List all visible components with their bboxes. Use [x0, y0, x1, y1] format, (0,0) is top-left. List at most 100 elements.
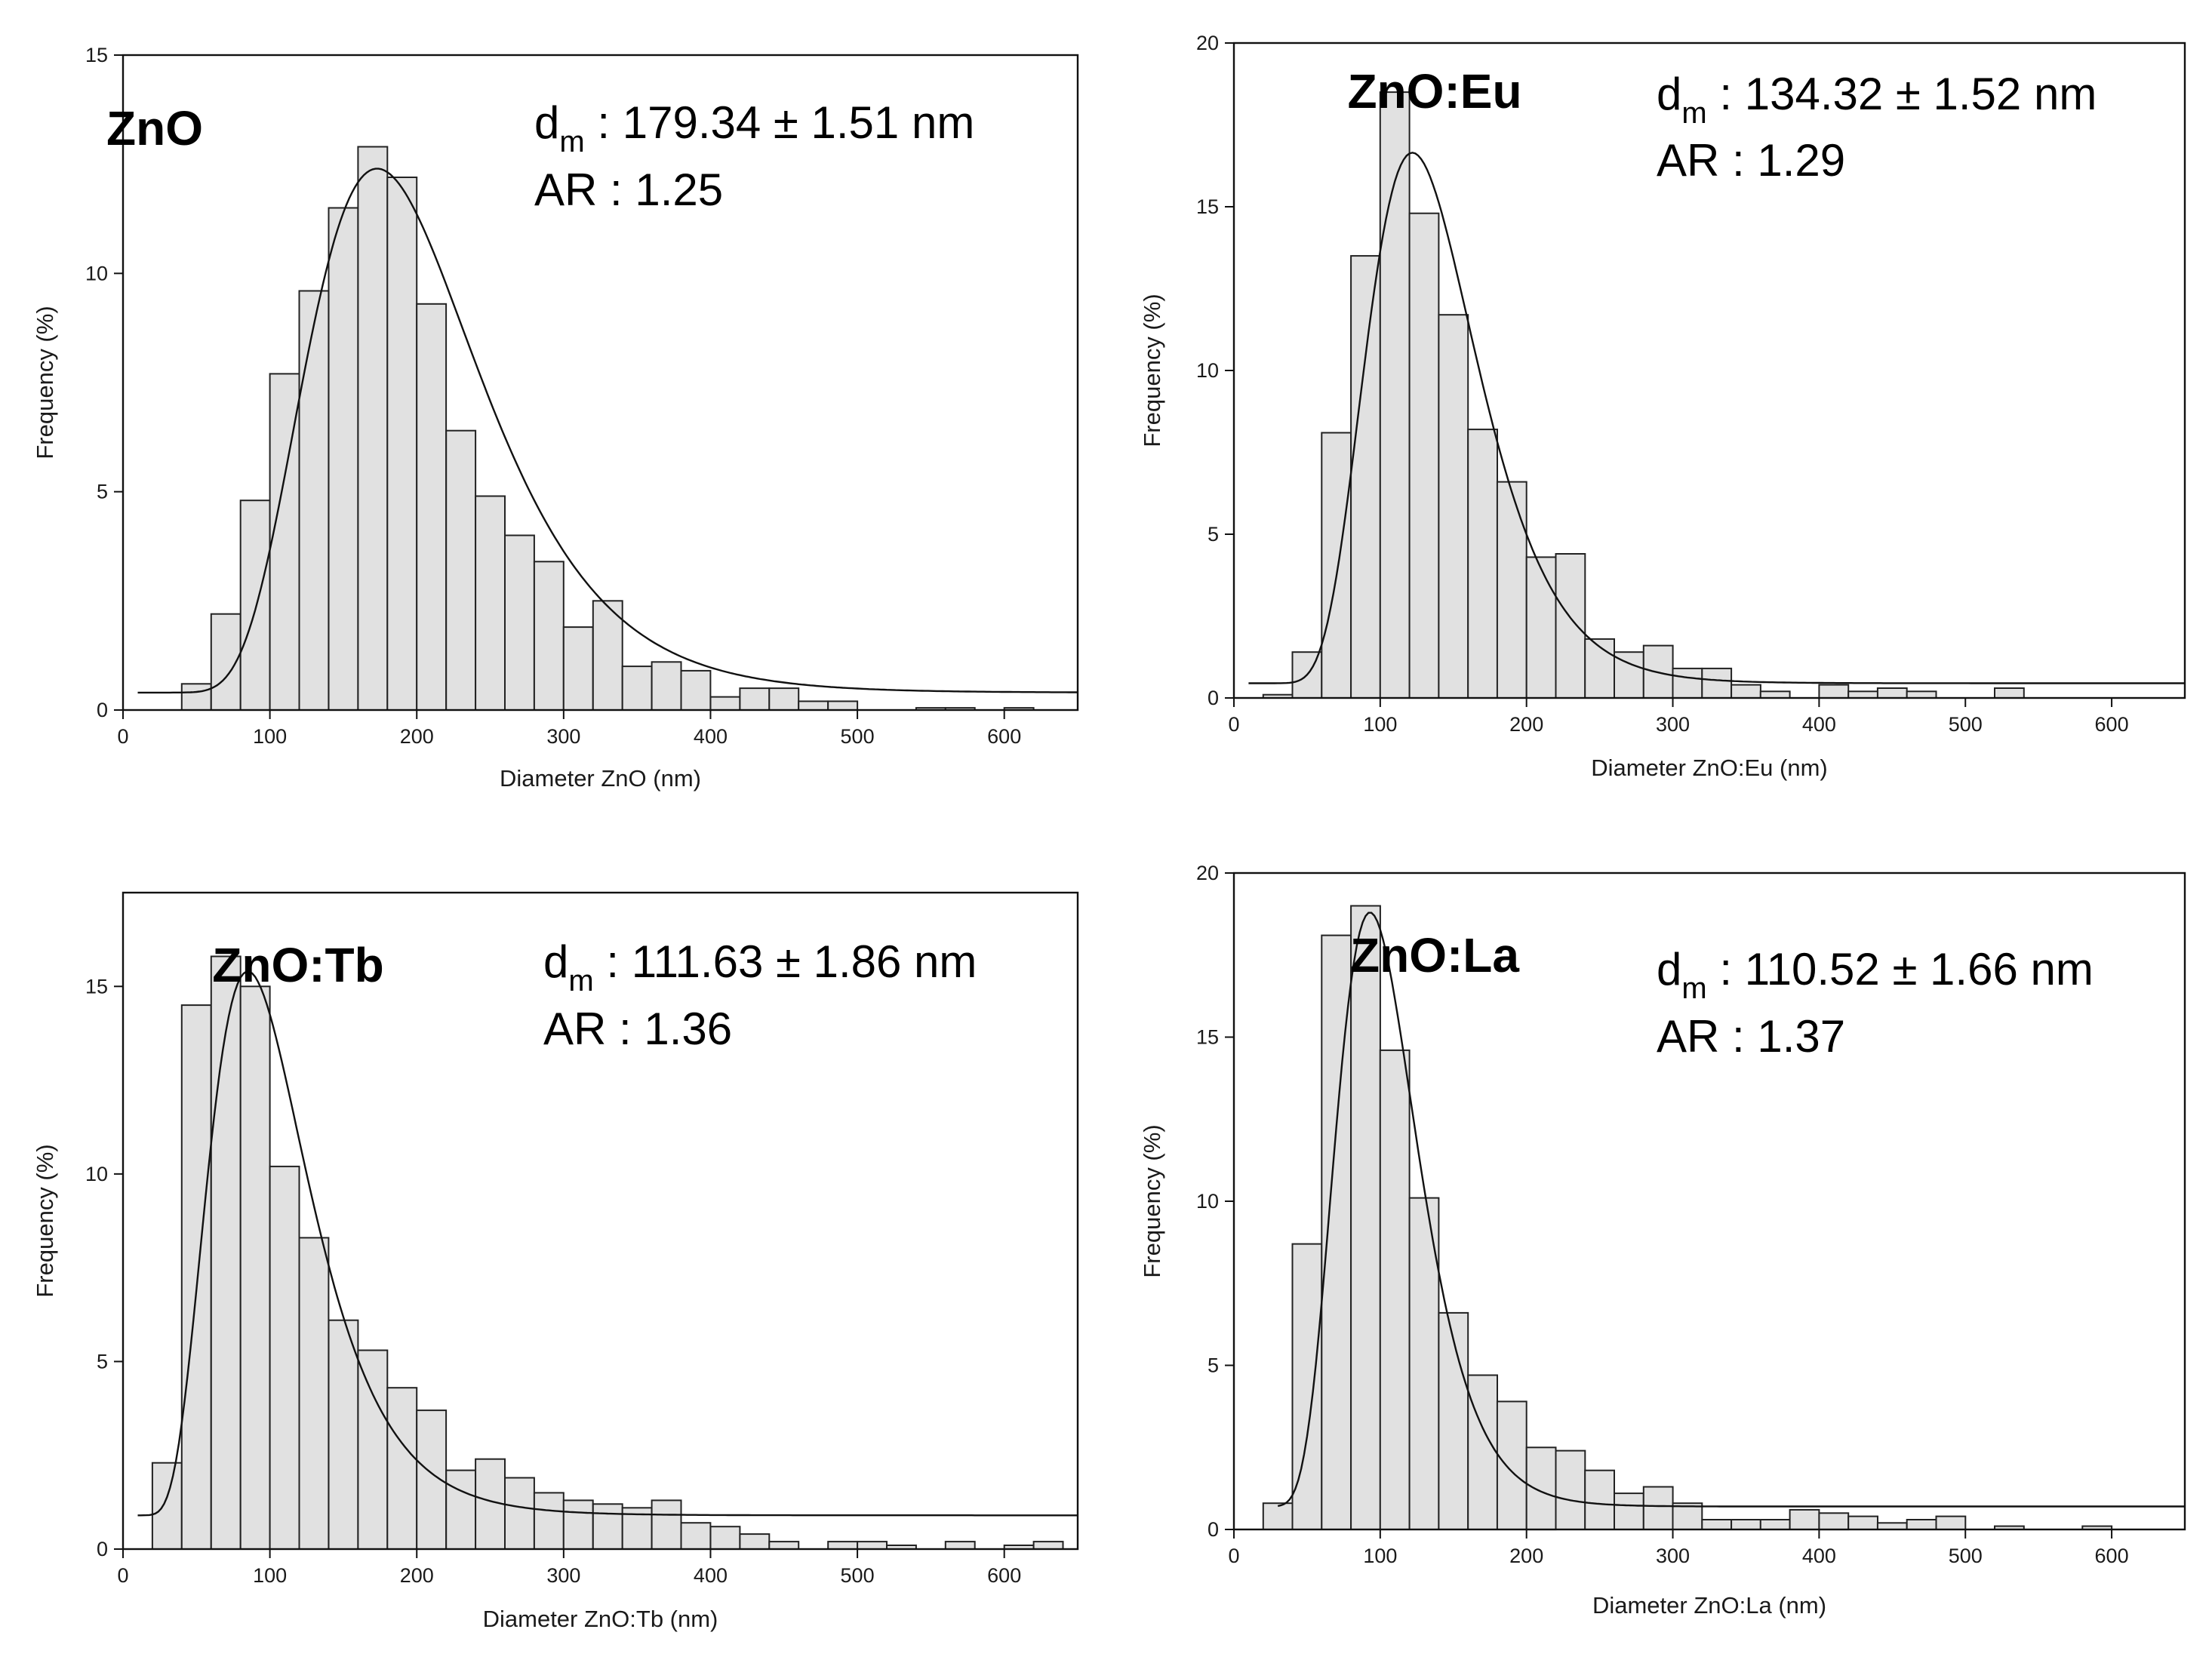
histogram-bar [1731, 1519, 1761, 1530]
dm-value: : 179.34 ± 1.51 nm [585, 97, 975, 148]
histogram-bar [1876, 1522, 1908, 1530]
histogram-svg-zno-la: 0 100 200 300 400 500 600 0 5 10 15 20 Diameter ZnO:… [1139, 862, 2186, 1618]
histogram-panel-zno-eu: 0 100 200 300 400 500 600 0 5 10 15 20 Diameter ZnO:… [1106, 0, 2212, 815]
mean-diameter-stat: dm : 179.34 ± 1.51 nm [534, 97, 974, 158]
x-tick-label: 400 [694, 725, 728, 748]
y-axis-title: Frequency (%) [1139, 1124, 1165, 1277]
aspect-ratio-stat: AR : 1.36 [543, 1004, 732, 1054]
sample-label: ZnO:Eu [1347, 64, 1521, 118]
histogram-bar [944, 1541, 976, 1550]
histogram-bar [533, 561, 565, 711]
histogram-bar [504, 534, 535, 711]
histogram-bar [533, 1492, 565, 1551]
bars-zno [180, 146, 1035, 712]
histogram-svg-zno-tb: 0 100 200 300 400 500 600 0 5 10 15 Diameter ZnO:Tb… [32, 891, 1079, 1632]
histogram-bar [709, 1526, 741, 1551]
x-tick-label: 0 [1228, 713, 1239, 736]
y-axis-title: Frequency (%) [32, 306, 58, 459]
histogram-bar [1906, 1519, 1937, 1530]
mean-diameter-stat: dm : 134.32 ± 1.52 nm [1657, 69, 2097, 130]
histogram-bar [180, 683, 212, 711]
histogram-bar [857, 1541, 888, 1550]
dm-symbol: d [1657, 69, 1681, 119]
histogram-bar [386, 177, 418, 711]
x-tick-label: 600 [987, 725, 1021, 748]
histogram-bar [386, 1387, 418, 1551]
histogram-bar [1759, 1519, 1791, 1530]
histogram-bar [827, 700, 859, 712]
x-tick-label: 600 [2095, 1545, 2129, 1567]
y-tick-label: 10 [85, 262, 108, 284]
fit-curve-zno [137, 168, 1078, 694]
histogram-bar [1876, 687, 1908, 699]
y-tick-label: 10 [1196, 1190, 1219, 1213]
histogram-panel-zno-tb: 0 100 200 300 400 500 600 0 5 10 15 Diameter ZnO:Tb… [0, 830, 1106, 1660]
dm-subscript: m [559, 125, 584, 158]
x-axis-title: Diameter ZnO:La (nm) [1592, 1592, 1826, 1618]
dm-symbol: d [534, 97, 559, 148]
mean-diameter-stat: dm : 111.63 ± 1.86 nm [543, 936, 977, 998]
histogram-bar [562, 1499, 594, 1551]
histogram-bar [709, 696, 741, 711]
histogram-bar [827, 1541, 859, 1550]
histogram-bar [151, 1462, 183, 1551]
histogram-bar [1847, 1515, 1879, 1530]
y-tick-label: 15 [1196, 1026, 1219, 1049]
histogram-bar [445, 429, 477, 711]
histogram-bar [180, 1004, 212, 1551]
histogram-bar [1408, 212, 1440, 699]
x-tick-label: 400 [1802, 713, 1836, 736]
x-tick-label: 300 [546, 1564, 580, 1587]
histogram-bar [298, 290, 330, 711]
x-tick-label: 600 [987, 1564, 1021, 1587]
dm-subscript: m [568, 964, 593, 998]
histogram-bar [1818, 1512, 1850, 1531]
aspect-ratio-stat: AR : 1.25 [534, 164, 723, 215]
histogram-bar [1496, 481, 1527, 699]
histogram-bar [1262, 1502, 1294, 1531]
y-tick-label: 20 [1196, 32, 1219, 54]
histogram-bar [1759, 690, 1791, 699]
y-axis-title: Frequency (%) [1139, 294, 1165, 447]
y-tick-label: 15 [85, 975, 108, 998]
histogram-bar [1525, 1446, 1557, 1531]
bars-zno-eu [1262, 91, 2025, 699]
histogram-bar [239, 500, 271, 711]
x-tick-label: 100 [253, 725, 287, 748]
plot-frame [122, 54, 1079, 712]
x-tick-label: 600 [2095, 713, 2129, 736]
histogram-bar [1789, 1508, 1820, 1531]
histogram-bar [798, 700, 829, 712]
histogram-bar [1438, 314, 1469, 699]
x-tick-label: 400 [1802, 1545, 1836, 1567]
histogram-bar [210, 955, 242, 1550]
histogram-bar [1906, 690, 1937, 699]
histogram-bar [1994, 687, 2025, 699]
y-tick-label: 5 [1208, 523, 1219, 546]
histogram-bar [1701, 667, 1733, 699]
fit-curve-zno-la [1277, 911, 2185, 1508]
histogram-bar [739, 1533, 771, 1550]
dm-value: : 111.63 ± 1.86 nm [594, 936, 977, 987]
histogram-bar [1731, 684, 1761, 699]
aspect-ratio-stat: AR : 1.37 [1657, 1011, 1845, 1062]
x-tick-label: 0 [117, 1564, 128, 1587]
y-tick-label: 0 [1208, 687, 1219, 709]
dm-value: : 134.32 ± 1.52 nm [1707, 69, 2097, 119]
x-tick-label: 300 [1656, 713, 1690, 736]
y-axis-title: Frequency (%) [32, 1144, 58, 1297]
histogram-bar [1555, 1449, 1586, 1530]
sample-label: ZnO:La [1350, 928, 1519, 982]
dm-symbol: d [543, 936, 568, 987]
histogram-bar [239, 985, 271, 1551]
x-tick-label: 400 [694, 1564, 728, 1587]
histogram-bar [1935, 1515, 1967, 1530]
aspect-ratio-stat: AR : 1.29 [1657, 135, 1845, 186]
sample-label: ZnO:Tb [212, 938, 383, 992]
x-tick-label: 0 [1228, 1545, 1239, 1567]
histogram-svg-zno-eu: 0 100 200 300 400 500 600 0 5 10 15 20 Diameter ZnO:… [1139, 32, 2186, 781]
x-tick-label: 500 [841, 1564, 875, 1587]
x-tick-label: 300 [1656, 1545, 1690, 1567]
plot-frame [122, 891, 1079, 1551]
x-tick-label: 0 [117, 725, 128, 748]
